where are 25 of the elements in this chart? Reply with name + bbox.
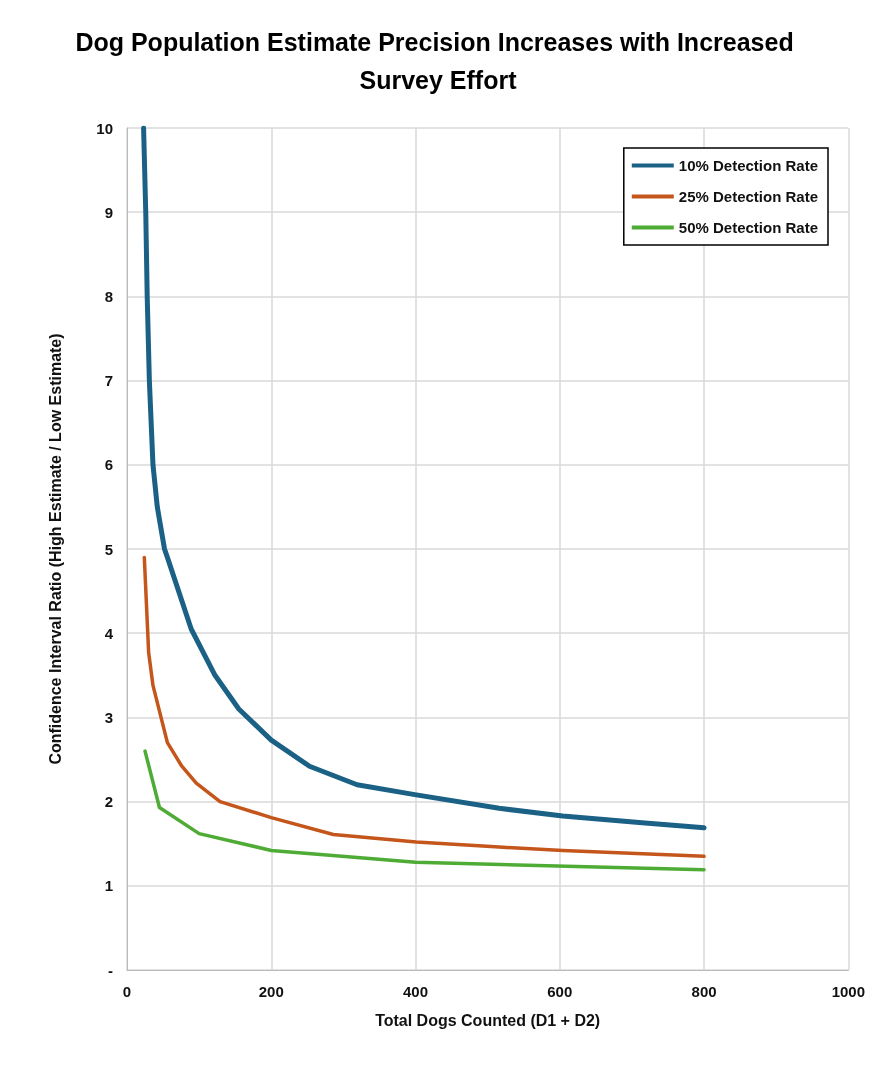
chart-title: Dog Population Estimate Precision Increases with Increased Survey Effort bbox=[75, 28, 801, 94]
x-axis-title: Total Dogs Counted (D1 + D2) bbox=[375, 1011, 601, 1029]
line-series bbox=[142, 555, 706, 859]
x-tick-label: 1000 bbox=[831, 983, 865, 1000]
y-tick-label: 7 bbox=[104, 372, 113, 390]
y-tick-label: 8 bbox=[104, 287, 113, 305]
y-tick-label: 5 bbox=[104, 540, 113, 558]
line-series bbox=[143, 749, 706, 872]
x-tick-label: 400 bbox=[403, 983, 429, 1000]
x-tick-label: 600 bbox=[547, 983, 573, 1000]
y-tick-label: 10 bbox=[96, 119, 113, 137]
y-tick-label: 3 bbox=[104, 708, 113, 726]
legend-label: 25% Detection Rate bbox=[678, 188, 819, 205]
y-tick-label: 2 bbox=[104, 793, 113, 811]
y-tick-label: 9 bbox=[104, 203, 113, 221]
legend-label: 10% Detection Rate bbox=[678, 157, 819, 174]
x-tick-label: 800 bbox=[691, 983, 717, 1000]
y-tick-label: 6 bbox=[104, 456, 113, 474]
y-tick-label: - bbox=[108, 961, 113, 979]
y-axis-title: Confidence Interval Ratio (High Estimate / Low Estimate) bbox=[46, 333, 64, 765]
y-tick-label: 1 bbox=[104, 877, 113, 895]
x-tick-label: 200 bbox=[258, 983, 284, 1000]
y-tick-label: 4 bbox=[104, 624, 114, 642]
legend-label: 50% Detection Rate bbox=[678, 219, 819, 236]
x-tick-label: 0 bbox=[122, 983, 132, 1000]
